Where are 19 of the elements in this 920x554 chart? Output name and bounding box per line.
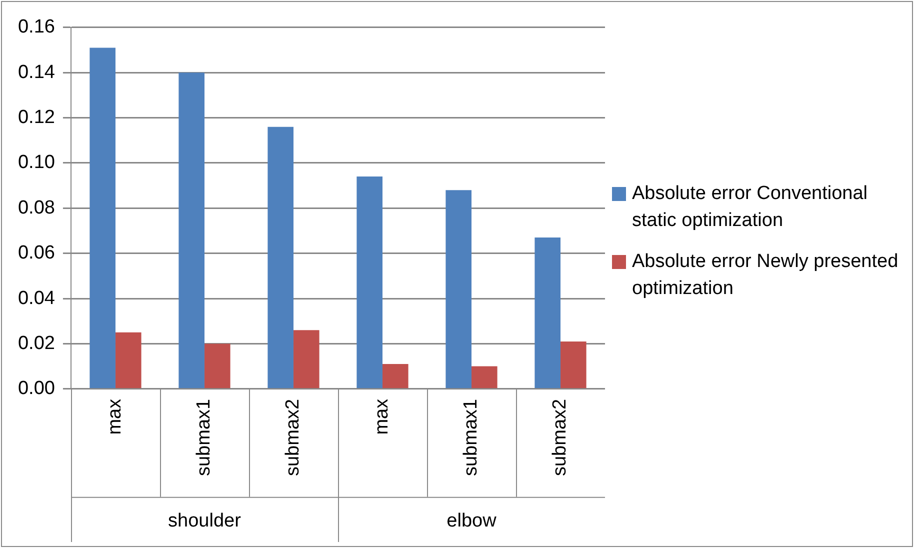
x-tick-label: submax2 bbox=[550, 398, 571, 476]
y-tick-label: 0.14 bbox=[18, 62, 56, 83]
y-tick-label: 0.10 bbox=[18, 152, 55, 174]
x-tick-label: max bbox=[104, 398, 126, 435]
y-tick-label: 0.06 bbox=[18, 242, 55, 264]
y-tick-label: 0.08 bbox=[18, 197, 55, 218]
text: shoulder bbox=[168, 510, 242, 532]
text: elbow bbox=[446, 510, 497, 532]
x-tick-label: submax2 bbox=[282, 398, 304, 476]
y-tick-label: 0.16 bbox=[18, 16, 55, 38]
y-tick-label: 0.04 bbox=[18, 288, 56, 309]
legend-label: Absolute error Conventional static optimization bbox=[632, 182, 869, 233]
y-tick-label: 0.12 bbox=[18, 107, 55, 128]
x-tick-label: submax1 bbox=[194, 398, 215, 476]
legend-label: Absolute error Newly presented optimization bbox=[632, 250, 900, 301]
x-tick-label: max bbox=[372, 398, 393, 435]
y-tick-label: 0.00 bbox=[18, 378, 55, 400]
x-tick-label: submax1 bbox=[460, 398, 482, 476]
y-tick-label: 0.02 bbox=[18, 332, 55, 354]
